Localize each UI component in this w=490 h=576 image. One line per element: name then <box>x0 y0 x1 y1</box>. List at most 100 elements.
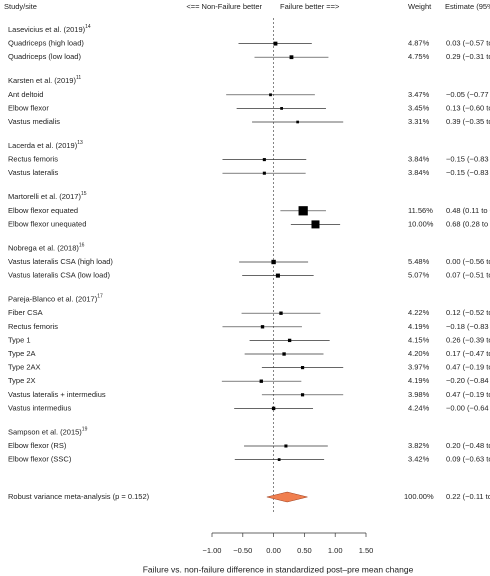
weight-label: 3.47% <box>408 90 430 99</box>
x-tick-label: 1.50 <box>359 546 374 555</box>
estimate-label: −0.00 (−0.64 to 0.64) <box>446 403 490 412</box>
estimate-label: 0.48 (0.11 to 0.85) <box>446 206 490 215</box>
row-label: Elbow flexor <box>8 103 49 112</box>
row-label: Vastus lateralis CSA (low load) <box>8 271 110 280</box>
estimate-marker <box>282 352 286 356</box>
weight-label: 4.22% <box>408 308 430 317</box>
estimate-label: 0.09 (−0.63 to 0.82) <box>446 455 490 464</box>
study-label: Karsten et al. (2019)11 <box>8 76 81 86</box>
x-tick-label: 1.00 <box>328 546 343 555</box>
summary-diamond <box>266 491 308 503</box>
row-label: Elbow flexor (SSC) <box>8 455 72 464</box>
estimate-label: 0.47 (−0.19 to 1.13) <box>446 363 490 372</box>
study-label: Lacerda et al. (2019)13 <box>8 140 83 150</box>
estimate-label: 0.20 (−0.48 to 0.88) <box>446 441 490 450</box>
x-axis-label: Failure vs. non-failure difference in st… <box>143 564 414 574</box>
estimate-marker <box>262 158 266 162</box>
weight-label: 4.15% <box>408 335 430 344</box>
weight-label: 4.20% <box>408 349 430 358</box>
header-left: <== Non-Failure better <box>186 2 262 11</box>
summary-label: Robust variance meta-analysis (p = 0.152… <box>8 492 150 501</box>
estimate-label: −0.20 (−0.84 to 0.45) <box>446 376 490 385</box>
estimate-marker <box>284 444 288 448</box>
row-label: Quadriceps (low load) <box>8 52 81 61</box>
header-estimate: Estimate (95%CI) <box>445 2 490 11</box>
weight-label: 3.84% <box>408 155 430 164</box>
study-ref: 15 <box>81 192 87 198</box>
study-name: Nobrega et al. (2018) <box>8 243 79 252</box>
row-label: Vastus lateralis <box>8 168 59 177</box>
row-label: Ant deltoid <box>8 90 43 99</box>
header-weight: Weight <box>408 2 432 11</box>
summary-estimate: 0.22 (−0.11 to 0.55) <box>446 492 490 501</box>
study-ref: 13 <box>77 140 83 146</box>
row-label: Elbow flexor equated <box>8 206 78 215</box>
study-name: Karsten et al. (2019) <box>8 76 76 85</box>
estimate-label: 0.17 (−0.47 to 0.81) <box>446 349 490 358</box>
estimate-label: −0.05 (−0.77 to 0.67) <box>446 90 490 99</box>
row-label: Vastus lateralis + intermedius <box>8 390 106 399</box>
weight-label: 4.24% <box>408 403 430 412</box>
weight-label: 3.45% <box>408 103 430 112</box>
estimate-marker <box>273 41 278 46</box>
row-label: Vastus intermedius <box>8 403 71 412</box>
estimate-label: 0.47 (−0.19 to 1.13) <box>446 390 490 399</box>
weight-label: 3.31% <box>408 117 430 126</box>
row-label: Type 2AX <box>8 363 41 372</box>
header-study: Study/site <box>4 2 37 11</box>
header-right: Failure better ==> <box>280 2 340 11</box>
estimate-label: 0.29 (−0.31 to 0.89) <box>446 52 490 61</box>
row-label: Elbow flexor unequated <box>8 219 86 228</box>
estimate-marker <box>260 325 265 329</box>
estimate-label: 0.12 (−0.52 to 0.76) <box>446 308 490 317</box>
study-name: Pareja-Blanco et al. (2017) <box>8 295 98 304</box>
estimate-label: −0.18 (−0.83 to 0.46) <box>446 322 490 331</box>
x-tick-label: −1.00 <box>203 546 222 555</box>
row-label: Type 2A <box>8 349 36 358</box>
estimate-label: 0.07 (−0.51 to 0.65) <box>446 271 490 280</box>
estimate-marker <box>296 120 299 124</box>
row-label: Elbow flexor (RS) <box>8 441 67 450</box>
estimate-marker <box>289 55 294 60</box>
row-label: Vastus medialis <box>8 117 60 126</box>
estimate-marker <box>279 311 283 315</box>
weight-label: 3.98% <box>408 390 430 399</box>
estimate-marker <box>259 379 263 383</box>
study-ref: 17 <box>97 294 103 300</box>
estimate-label: 0.68 (0.28 to 1.08) <box>446 219 490 228</box>
row-label: Rectus femoris <box>8 155 58 164</box>
summary-weight: 100.00% <box>404 492 434 501</box>
row-label: Rectus femoris <box>8 322 58 331</box>
estimate-marker <box>271 406 276 411</box>
estimate-marker <box>287 338 292 343</box>
study-name: Sampson et al. (2015) <box>8 427 82 436</box>
weight-label: 4.87% <box>408 39 430 48</box>
study-ref: 11 <box>76 76 81 82</box>
estimate-marker <box>275 273 280 278</box>
study-name: Lasevicius et al. (2019) <box>8 25 86 34</box>
study-label: Pareja-Blanco et al. (2017)17 <box>8 294 103 304</box>
estimate-marker <box>269 93 272 97</box>
estimate-label: −0.15 (−0.83 to 0.52) <box>446 168 490 177</box>
estimate-label: 0.03 (−0.57 to 0.62) <box>446 39 490 48</box>
weight-label: 4.19% <box>408 322 430 331</box>
x-tick-label: 0.00 <box>266 546 281 555</box>
estimate-label: 0.00 (−0.56 to 0.56) <box>446 257 490 266</box>
weight-label: 11.56% <box>408 206 433 215</box>
weight-label: 10.00% <box>408 219 434 228</box>
weight-label: 3.84% <box>408 168 430 177</box>
estimate-label: 0.26 (−0.39 to 0.91) <box>446 335 490 344</box>
row-label: Quadriceps (high load) <box>8 39 84 48</box>
study-label: Sampson et al. (2015)19 <box>8 427 88 437</box>
estimate-marker <box>280 107 283 110</box>
weight-label: 5.48% <box>408 257 430 266</box>
study-name: Lacerda et al. (2019) <box>8 141 78 150</box>
study-label: Lasevicius et al. (2019)14 <box>8 24 91 34</box>
weight-label: 3.42% <box>408 455 430 464</box>
study-ref: 14 <box>85 24 91 30</box>
x-tick-label: −0.50 <box>233 546 252 555</box>
estimate-marker <box>298 206 308 216</box>
estimate-label: 0.13 (−0.60 to 0.85) <box>446 103 490 112</box>
weight-label: 5.07% <box>408 271 430 280</box>
estimate-marker <box>277 458 281 461</box>
